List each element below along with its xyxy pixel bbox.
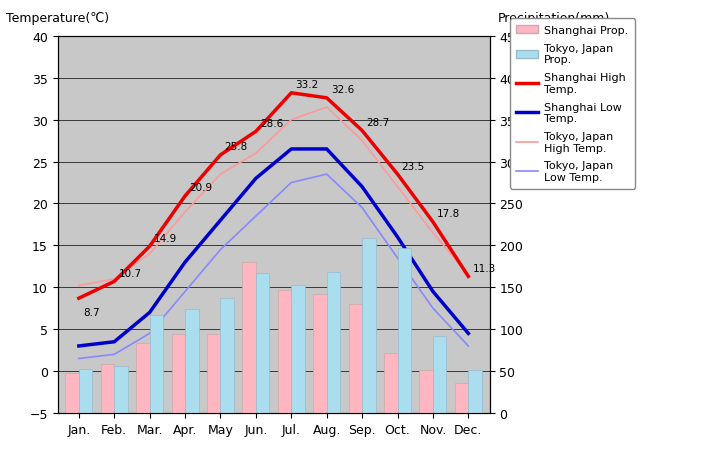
- Bar: [327, 273, 340, 413]
- Bar: [150, 315, 163, 413]
- Bar: [101, 364, 114, 413]
- Bar: [185, 309, 199, 413]
- Text: Temperature(℃): Temperature(℃): [6, 12, 109, 25]
- Text: 14.9: 14.9: [154, 233, 177, 243]
- Bar: [397, 248, 411, 413]
- Bar: [136, 343, 150, 413]
- Bar: [256, 274, 269, 413]
- Bar: [220, 298, 234, 413]
- Bar: [468, 370, 482, 413]
- Text: 17.8: 17.8: [437, 209, 460, 219]
- Bar: [348, 304, 362, 413]
- Text: 25.8: 25.8: [225, 142, 248, 152]
- Bar: [243, 263, 256, 413]
- Bar: [420, 370, 433, 413]
- Bar: [313, 294, 327, 413]
- Bar: [433, 336, 446, 413]
- Bar: [207, 335, 220, 413]
- Text: 8.7: 8.7: [83, 307, 99, 317]
- Bar: [455, 383, 468, 413]
- Text: 33.2: 33.2: [295, 80, 319, 90]
- Legend: Shanghai Prop., Tokyo, Japan
Prop., Shanghai High
Temp., Shanghai Low
Temp., Tok: Shanghai Prop., Tokyo, Japan Prop., Shan…: [510, 19, 635, 189]
- Bar: [362, 238, 376, 413]
- Bar: [66, 373, 79, 413]
- Text: 10.7: 10.7: [118, 268, 142, 278]
- Bar: [114, 366, 127, 413]
- Text: 20.9: 20.9: [189, 183, 212, 193]
- Bar: [278, 290, 292, 413]
- Bar: [384, 354, 397, 413]
- Text: 23.5: 23.5: [402, 161, 425, 171]
- Text: 11.3: 11.3: [472, 263, 496, 273]
- Text: 32.6: 32.6: [331, 85, 354, 95]
- Text: Precipitation(mm): Precipitation(mm): [498, 12, 611, 25]
- Text: 28.6: 28.6: [260, 118, 283, 129]
- Bar: [171, 335, 185, 413]
- Bar: [79, 369, 92, 413]
- Text: 28.7: 28.7: [366, 118, 390, 128]
- Bar: [292, 285, 305, 413]
